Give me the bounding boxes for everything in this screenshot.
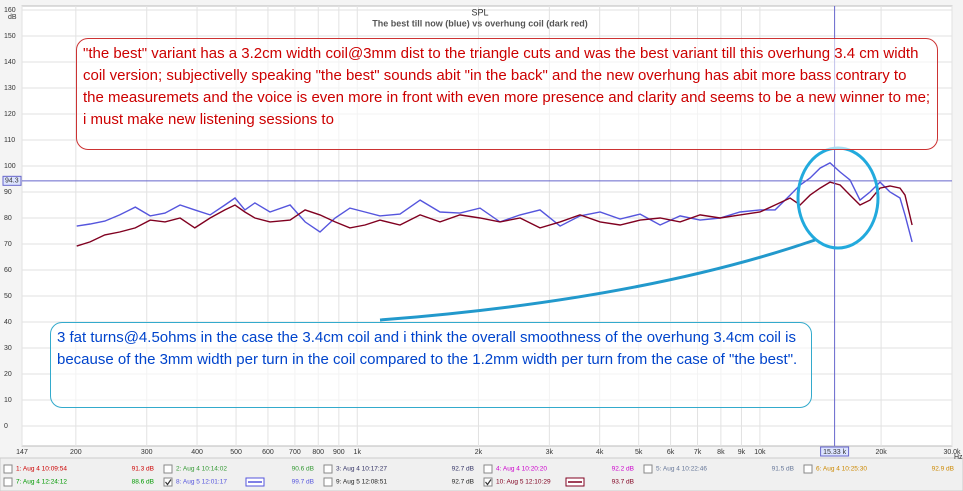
x-tick-label: 3k (546, 449, 554, 456)
chart-subtitle: The best till now (blue) vs overhung coi… (372, 18, 588, 28)
x-tick-label: 20k (875, 449, 887, 456)
x-tick-label: 200 (70, 449, 82, 456)
y-tick-label: 0 (4, 423, 8, 430)
legend-level: 91.5 dB (772, 466, 794, 473)
legend-name: 9: Aug 5 12:08:51 (336, 479, 387, 486)
y-tick-label: 10 (4, 397, 12, 404)
checkmark (485, 479, 492, 486)
legend-level: 90.6 dB (292, 466, 314, 473)
y-tick-label: 50 (4, 293, 12, 300)
legend-checkbox[interactable] (323, 464, 333, 474)
x-tick-label: 7k (694, 449, 702, 456)
legend-name: 4: Aug 4 10:20:20 (496, 466, 547, 473)
legend-checkbox[interactable] (3, 464, 13, 474)
legend-checkbox[interactable] (163, 464, 173, 474)
y-tick-label: 150 (4, 33, 16, 40)
legend-checkbox[interactable] (803, 464, 813, 474)
legend-name: 5: Aug 4 10:22:46 (656, 466, 707, 473)
x-tick-label: 10k (754, 449, 766, 456)
x-tick-label: 6k (667, 449, 675, 456)
x-tick-label: 4k (596, 449, 604, 456)
x-tick-label: 30.0k (943, 449, 961, 456)
y-tick-label: 90 (4, 189, 12, 196)
legend-checkbox[interactable] (323, 477, 333, 487)
legend-name: 6: Aug 4 10:25:30 (816, 466, 867, 473)
y-tick-label: 30 (4, 345, 12, 352)
legend-name: 7: Aug 4 12:24:12 (16, 479, 67, 486)
legend-level: 92.7 dB (452, 479, 474, 486)
annotation-blue: 3 fat turns@4.5ohms in the case the 3.4c… (50, 322, 812, 408)
legend-checkbox[interactable] (3, 477, 13, 487)
y-tick-label: 110 (4, 137, 15, 144)
y-tick-label: 120 (4, 111, 16, 118)
x-tick-label: 2k (475, 449, 483, 456)
legend-name: 3: Aug 4 10:17:27 (336, 466, 387, 473)
cursor-y-label: 94.3 (5, 178, 19, 185)
x-tick-label: 700 (289, 449, 301, 456)
y-tick-label: 140 (4, 59, 16, 66)
y-tick-label: 70 (4, 241, 12, 248)
legend-name: 8: Aug 5 12:01:17 (176, 479, 227, 486)
legend-checkbox[interactable] (643, 464, 653, 474)
legend-name: 10: Aug 5 12:10:29 (496, 479, 551, 486)
y-axis-label: dB (8, 14, 17, 21)
x-tick-label: 600 (262, 449, 274, 456)
legend-checkbox[interactable] (483, 464, 493, 474)
legend-name: 1: Aug 4 10:09:54 (16, 466, 67, 473)
x-tick-label: 500 (230, 449, 242, 456)
x-tick-label: 8k (717, 449, 725, 456)
y-tick-label: 130 (4, 85, 16, 92)
series-line (76, 181, 913, 247)
y-tick-label: 60 (4, 267, 12, 274)
legend-level: 91.3 dB (132, 466, 154, 473)
annotation-red: "the best" variant has a 3.2cm width coi… (76, 38, 938, 150)
pointer-line (379, 238, 816, 322)
x-tick-label: 400 (191, 449, 203, 456)
chart-title: SPL (471, 7, 488, 17)
x-tick-label: 300 (141, 449, 153, 456)
cursor-x-label: 15.33 k (823, 449, 846, 456)
x-axis-label: Hz (954, 454, 963, 461)
y-tick-label: 20 (4, 371, 12, 378)
cursor-x-box (820, 446, 850, 457)
x-tick-label: 1k (354, 449, 362, 456)
legend-level: 92.9 dB (932, 466, 954, 473)
legend-checkbox[interactable] (483, 477, 493, 487)
x-tick-label: 900 (333, 449, 345, 456)
legend-level: 92.2 dB (612, 466, 634, 473)
legend-level: 99.7 dB (292, 479, 314, 486)
legend-level: 93.7 dB (612, 479, 634, 486)
y-tick-label: 40 (4, 319, 12, 326)
legend-name: 2: Aug 4 10:14:02 (176, 466, 227, 473)
x-tick-label: 5k (635, 449, 643, 456)
series-line (76, 162, 913, 243)
legend-level: 92.7 dB (452, 466, 474, 473)
cursor-y-box (2, 175, 22, 186)
x-tick-label: 800 (312, 449, 324, 456)
x-tick-label: 9k (738, 449, 746, 456)
legend-level: 88.6 dB (132, 479, 154, 486)
y-tick-label: 100 (4, 163, 16, 170)
y-tick-label: 80 (4, 215, 12, 222)
y-tick-label: 160 (4, 7, 16, 14)
checkmark (165, 479, 172, 486)
legend-checkbox[interactable] (163, 477, 173, 487)
legend-panel (0, 457, 963, 491)
x-tick-label: 147 (16, 449, 28, 456)
